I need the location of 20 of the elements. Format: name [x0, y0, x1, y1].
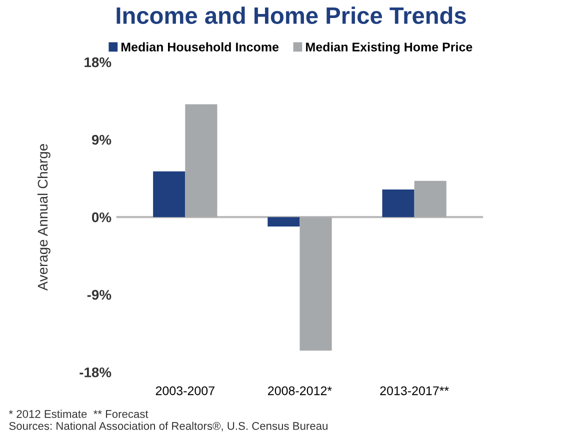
y-axis-title: Average Annual Charge	[37, 144, 50, 291]
bar	[153, 171, 186, 218]
y-tick-label: 9%	[92, 134, 112, 145]
bar	[382, 190, 414, 218]
chart-title: Income and Home Price Trends	[116, 6, 466, 24]
text: * 2012 Estimate ** Forecast	[8, 410, 148, 418]
bar	[300, 217, 332, 351]
source-note: Sources: National Association of Realtors®, U.S. Census Bureau	[9, 422, 328, 432]
y-tick-label: 0%	[92, 212, 112, 222]
bar	[185, 104, 218, 218]
y-tick-label: -9%	[87, 290, 112, 300]
x-tick-label: 2013-2017**	[380, 386, 449, 396]
legend-label: Median Household Income	[121, 42, 279, 52]
x-tick-label: 2008-2012*	[268, 386, 332, 396]
x-tick-label: 2003-2007	[156, 386, 214, 396]
legend-label: Median Existing Home Price	[306, 42, 472, 54]
bar	[414, 180, 446, 218]
bar	[268, 217, 300, 227]
y-tick-label: 18%	[84, 57, 112, 68]
y-tick-label: -18%	[80, 367, 112, 378]
